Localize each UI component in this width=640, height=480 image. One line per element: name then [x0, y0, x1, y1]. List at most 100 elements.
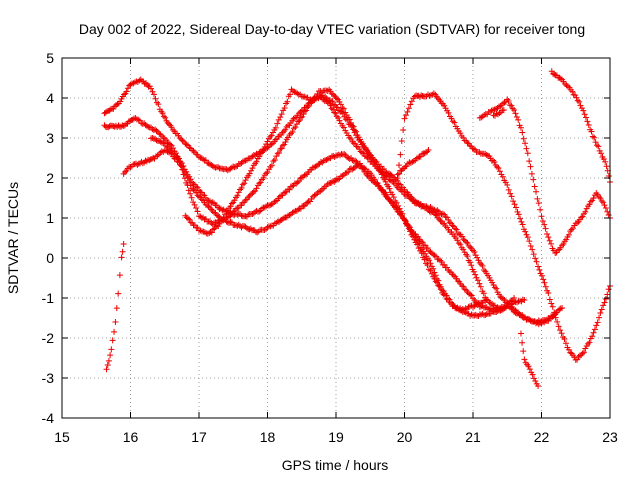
- data-point: [476, 280, 483, 287]
- data-point: [461, 286, 468, 293]
- series-arc-7: [394, 90, 613, 363]
- data-point: [471, 249, 478, 256]
- data-point: [397, 181, 404, 188]
- data-point: [185, 215, 192, 222]
- data-point: [228, 200, 235, 207]
- data-point: [331, 92, 338, 99]
- data-point: [268, 132, 275, 139]
- data-point: [317, 158, 324, 165]
- data-point: [509, 105, 516, 112]
- data-point: [191, 201, 198, 208]
- data-point: [472, 271, 479, 278]
- data-point: [422, 149, 429, 156]
- data-point: [493, 163, 500, 170]
- data-point: [510, 198, 517, 205]
- data-point: [305, 103, 312, 110]
- data-point: [530, 375, 537, 382]
- data-point: [545, 290, 552, 297]
- data-point: [483, 296, 490, 303]
- data-point: [519, 221, 526, 228]
- data-point: [230, 208, 237, 215]
- data-point: [520, 135, 527, 142]
- data-point: [505, 186, 512, 193]
- data-point: [432, 211, 439, 218]
- data-point: [396, 205, 403, 212]
- data-point: [502, 98, 509, 105]
- data-point: [513, 204, 520, 211]
- data-point: [245, 211, 252, 218]
- chart-title: Day 002 of 2022, Sidereal Day-to-day VTE…: [79, 21, 585, 37]
- data-point: [500, 107, 507, 113]
- data-point: [300, 111, 307, 118]
- data-point: [301, 108, 308, 115]
- data-point: [601, 299, 608, 306]
- data-point: [587, 198, 594, 205]
- data-point: [125, 118, 132, 125]
- data-point: [239, 199, 246, 206]
- data-point: [397, 151, 404, 158]
- data-point: [596, 314, 603, 321]
- data-point: [202, 157, 209, 164]
- data-point: [415, 245, 422, 252]
- data-point: [545, 234, 552, 241]
- data-point: [464, 240, 471, 247]
- data-point: [590, 195, 597, 202]
- data-point: [602, 295, 609, 302]
- data-point: [170, 145, 177, 152]
- data-point: [511, 295, 518, 301]
- data-point: [246, 170, 253, 177]
- data-point: [263, 170, 270, 177]
- data-point: [602, 158, 609, 165]
- data-point: [404, 222, 411, 229]
- data-point: [501, 304, 508, 311]
- data-point: [318, 186, 325, 193]
- data-point: [241, 180, 248, 187]
- data-point: [113, 305, 120, 312]
- data-point: [517, 330, 524, 337]
- data-point: [552, 314, 559, 321]
- data-point: [299, 113, 306, 120]
- data-point: [535, 263, 542, 270]
- data-point: [427, 248, 434, 255]
- data-point: [249, 165, 256, 172]
- data-point: [333, 95, 340, 102]
- x-tick-label: 15: [54, 429, 70, 445]
- data-point: [427, 209, 434, 216]
- x-tick-label: 23: [602, 429, 618, 445]
- series-arc-12: [103, 241, 127, 373]
- data-point: [361, 165, 368, 172]
- data-point: [116, 272, 123, 279]
- data-point: [296, 117, 303, 124]
- data-point: [415, 154, 422, 161]
- data-point: [425, 266, 432, 273]
- data-point: [282, 138, 289, 145]
- data-point: [335, 107, 342, 114]
- data-point: [186, 178, 193, 185]
- data-point: [245, 194, 252, 201]
- data-point: [159, 139, 166, 146]
- data-point: [238, 212, 245, 219]
- data-point: [373, 158, 380, 165]
- data-point: [480, 290, 487, 297]
- data-point: [264, 138, 271, 145]
- data-point: [143, 123, 150, 130]
- data-point: [155, 101, 162, 108]
- data-point: [565, 346, 572, 353]
- data-point: [401, 115, 408, 122]
- data-point: [228, 164, 235, 171]
- data-point: [324, 156, 331, 163]
- data-point: [281, 141, 288, 148]
- data-point: [435, 282, 442, 289]
- data-point: [297, 114, 304, 121]
- data-point: [586, 339, 593, 346]
- data-point: [153, 137, 160, 144]
- data-point: [339, 105, 346, 112]
- data-point: [231, 197, 238, 204]
- data-point: [264, 144, 271, 151]
- data-point: [335, 114, 342, 121]
- data-point: [215, 164, 222, 171]
- data-point: [386, 185, 393, 192]
- x-tick-label: 21: [465, 429, 481, 445]
- data-point: [538, 213, 545, 220]
- data-point: [279, 142, 286, 149]
